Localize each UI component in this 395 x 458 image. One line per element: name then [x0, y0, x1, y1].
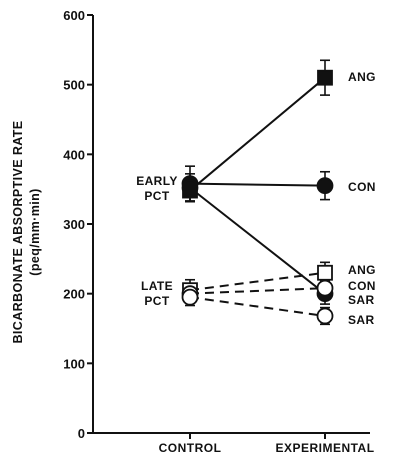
group-label-early-pct: PCT	[144, 189, 169, 203]
series-line-1	[189, 182, 326, 187]
y-tick-label: 300	[63, 217, 85, 232]
series-line-3	[189, 271, 326, 292]
y-tick-label: 400	[63, 147, 85, 162]
y-tick-label: 500	[63, 78, 85, 93]
y-tick-label: 0	[78, 426, 85, 441]
marker-2-0	[181, 179, 199, 197]
y-tick-label: 600	[63, 8, 85, 23]
y-axis-title: BICARBONATE ABSORPTIVE RATE (peq/mm·min)	[11, 120, 42, 343]
series-label-late-con: CON	[348, 279, 376, 293]
y-tick-label: 100	[63, 356, 85, 371]
series-line-5	[189, 296, 326, 317]
category-label-experimental: EXPERIMENTAL	[275, 441, 374, 455]
x-axis-categories: CONTROL EXPERIMENTAL	[159, 441, 374, 455]
marker-5-1	[316, 307, 334, 325]
series-label-late-sar: SAR	[348, 313, 375, 327]
series-line-4	[189, 287, 326, 295]
series-lines	[189, 76, 326, 317]
error-bars	[185, 59, 330, 326]
data-markers	[181, 69, 334, 325]
marker-5-0	[181, 288, 199, 306]
group-label-late-pct: PCT	[144, 294, 169, 308]
marker-1-1	[316, 177, 334, 195]
series-label-early-ang: ANG	[348, 70, 376, 84]
marker-3-1	[317, 264, 333, 281]
category-label-control: CONTROL	[159, 441, 222, 455]
series-label-late-ang: ANG	[348, 263, 376, 277]
series-label-early-sar: SAR	[348, 293, 375, 307]
series-annotations: ANG CON ANG CON SAR SAR	[348, 70, 376, 327]
series-line-2	[189, 186, 326, 295]
y-axis-title-line2: (peq/mm·min)	[28, 188, 42, 275]
axes: 0 100 200 300 400 500 600	[63, 8, 370, 441]
group-labels: EARLY PCT LATE PCT	[136, 174, 178, 308]
marker-4-1	[316, 279, 334, 297]
group-label-early: EARLY	[136, 174, 178, 188]
series-label-early-con: CON	[348, 180, 376, 194]
y-axis-title-line1: BICARBONATE ABSORPTIVE RATE	[11, 120, 25, 343]
y-tick-label: 200	[63, 287, 85, 302]
series-line-0	[189, 76, 326, 192]
marker-0-1	[317, 69, 333, 86]
group-label-late: LATE	[141, 279, 173, 293]
